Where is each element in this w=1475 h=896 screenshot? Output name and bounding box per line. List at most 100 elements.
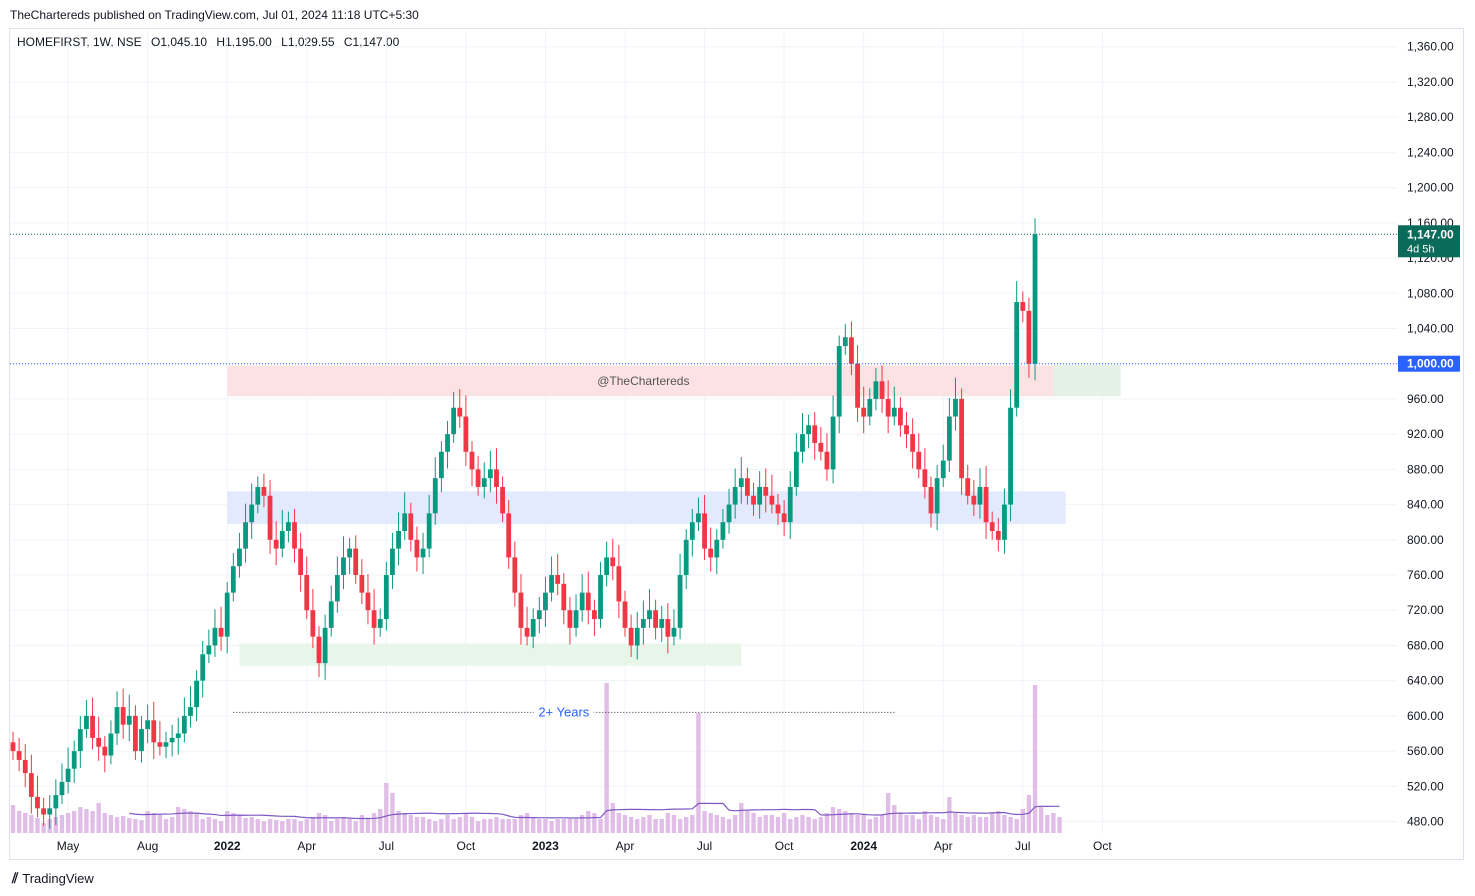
- candle-body: [59, 781, 65, 796]
- candle: [1032, 218, 1038, 381]
- volume-bar: [188, 811, 193, 833]
- volume-bar: [298, 821, 303, 833]
- volume-bar: [29, 815, 34, 833]
- candle: [426, 494, 432, 558]
- candle: [1026, 297, 1032, 378]
- candle: [524, 606, 530, 646]
- volume-bar: [72, 811, 77, 833]
- candle: [218, 606, 224, 651]
- candle-body: [824, 451, 830, 470]
- candle-body: [585, 592, 591, 611]
- volume-bar: [708, 813, 713, 833]
- candle-body: [383, 575, 389, 620]
- candle: [836, 335, 842, 434]
- candle-body: [775, 504, 781, 514]
- candles-layer: [10, 218, 1038, 829]
- candle-body: [812, 425, 818, 443]
- time-tick-label: 2023: [532, 839, 559, 853]
- candle: [989, 511, 995, 540]
- candle-body: [573, 610, 579, 628]
- candle: [151, 701, 157, 760]
- candle-body: [16, 751, 22, 760]
- candle-body: [720, 522, 726, 540]
- candle: [916, 433, 922, 479]
- volume-bar: [316, 813, 322, 833]
- candle: [224, 582, 230, 654]
- candle-body: [1020, 302, 1026, 311]
- volume-bar: [445, 815, 450, 833]
- candle-body: [396, 530, 401, 549]
- candle-body: [10, 742, 16, 752]
- volume-bar: [586, 811, 591, 833]
- volume-bar: [579, 815, 585, 833]
- volume-bar: [769, 815, 775, 833]
- volume-bar: [182, 809, 187, 833]
- candle-body: [249, 504, 255, 523]
- candle: [640, 600, 646, 645]
- volume-bar: [965, 817, 970, 833]
- volume-bar: [304, 819, 309, 833]
- candle: [775, 494, 781, 525]
- legend-open: O1,045.10: [151, 35, 208, 49]
- volume-bar: [524, 813, 530, 833]
- candle-body: [885, 398, 891, 417]
- candle-body: [224, 592, 230, 637]
- candle: [518, 574, 524, 645]
- candle: [867, 388, 873, 426]
- candle: [84, 700, 89, 738]
- candle: [506, 500, 512, 569]
- candle: [781, 500, 787, 537]
- volume-bar: [898, 813, 903, 833]
- candle-body: [616, 566, 622, 602]
- candle-body: [1014, 302, 1020, 408]
- volume-bar: [635, 819, 640, 833]
- candle-body: [592, 610, 597, 620]
- candle-body: [989, 522, 995, 531]
- candle-body: [90, 715, 95, 738]
- volume-bar: [267, 819, 273, 833]
- candle-body: [181, 715, 187, 734]
- volume-bar: [59, 815, 65, 833]
- volume-bar: [145, 811, 150, 833]
- volume-bar: [286, 819, 291, 833]
- volume-bar: [873, 817, 879, 833]
- candle: [995, 517, 1001, 552]
- candle: [175, 717, 181, 755]
- candle: [102, 736, 108, 773]
- volume-bar: [90, 811, 95, 833]
- candle-body: [65, 768, 71, 782]
- volume-bar: [879, 815, 885, 833]
- zone-resistance: [227, 365, 1060, 397]
- time-tick-label: Apr: [297, 839, 316, 853]
- candle: [726, 488, 732, 534]
- volume-bar: [194, 813, 199, 833]
- candle-body: [543, 592, 548, 611]
- volume-bar: [237, 815, 242, 833]
- candle-body: [702, 513, 707, 549]
- volume-bar: [225, 811, 230, 833]
- candle: [1008, 389, 1013, 522]
- candle-body: [212, 627, 218, 646]
- candle-body: [946, 416, 952, 461]
- volume-bar: [555, 819, 560, 833]
- candle: [793, 433, 799, 496]
- time-tick-label: Jul: [1015, 839, 1030, 853]
- price-tick-label: 840.00: [1407, 498, 1444, 512]
- legend-low: L1,029.55: [281, 35, 335, 49]
- volume-bar: [273, 820, 279, 833]
- volume-bar: [537, 819, 542, 833]
- candle-body: [194, 680, 199, 708]
- candle: [634, 611, 640, 660]
- volume-bar: [861, 815, 866, 833]
- tradingview-footer[interactable]: ⫽ TradingView: [12, 870, 94, 887]
- volume-bar: [102, 813, 107, 833]
- candle-body: [426, 513, 432, 549]
- candle-body: [879, 381, 885, 399]
- candle-body: [41, 808, 46, 815]
- candle-body: [322, 627, 328, 664]
- level-tag-value: 1,000.00: [1407, 357, 1454, 371]
- candle: [904, 412, 909, 449]
- candle-body: [757, 486, 763, 505]
- legend-symbol: HOMEFIRST, 1W, NSE: [17, 35, 142, 49]
